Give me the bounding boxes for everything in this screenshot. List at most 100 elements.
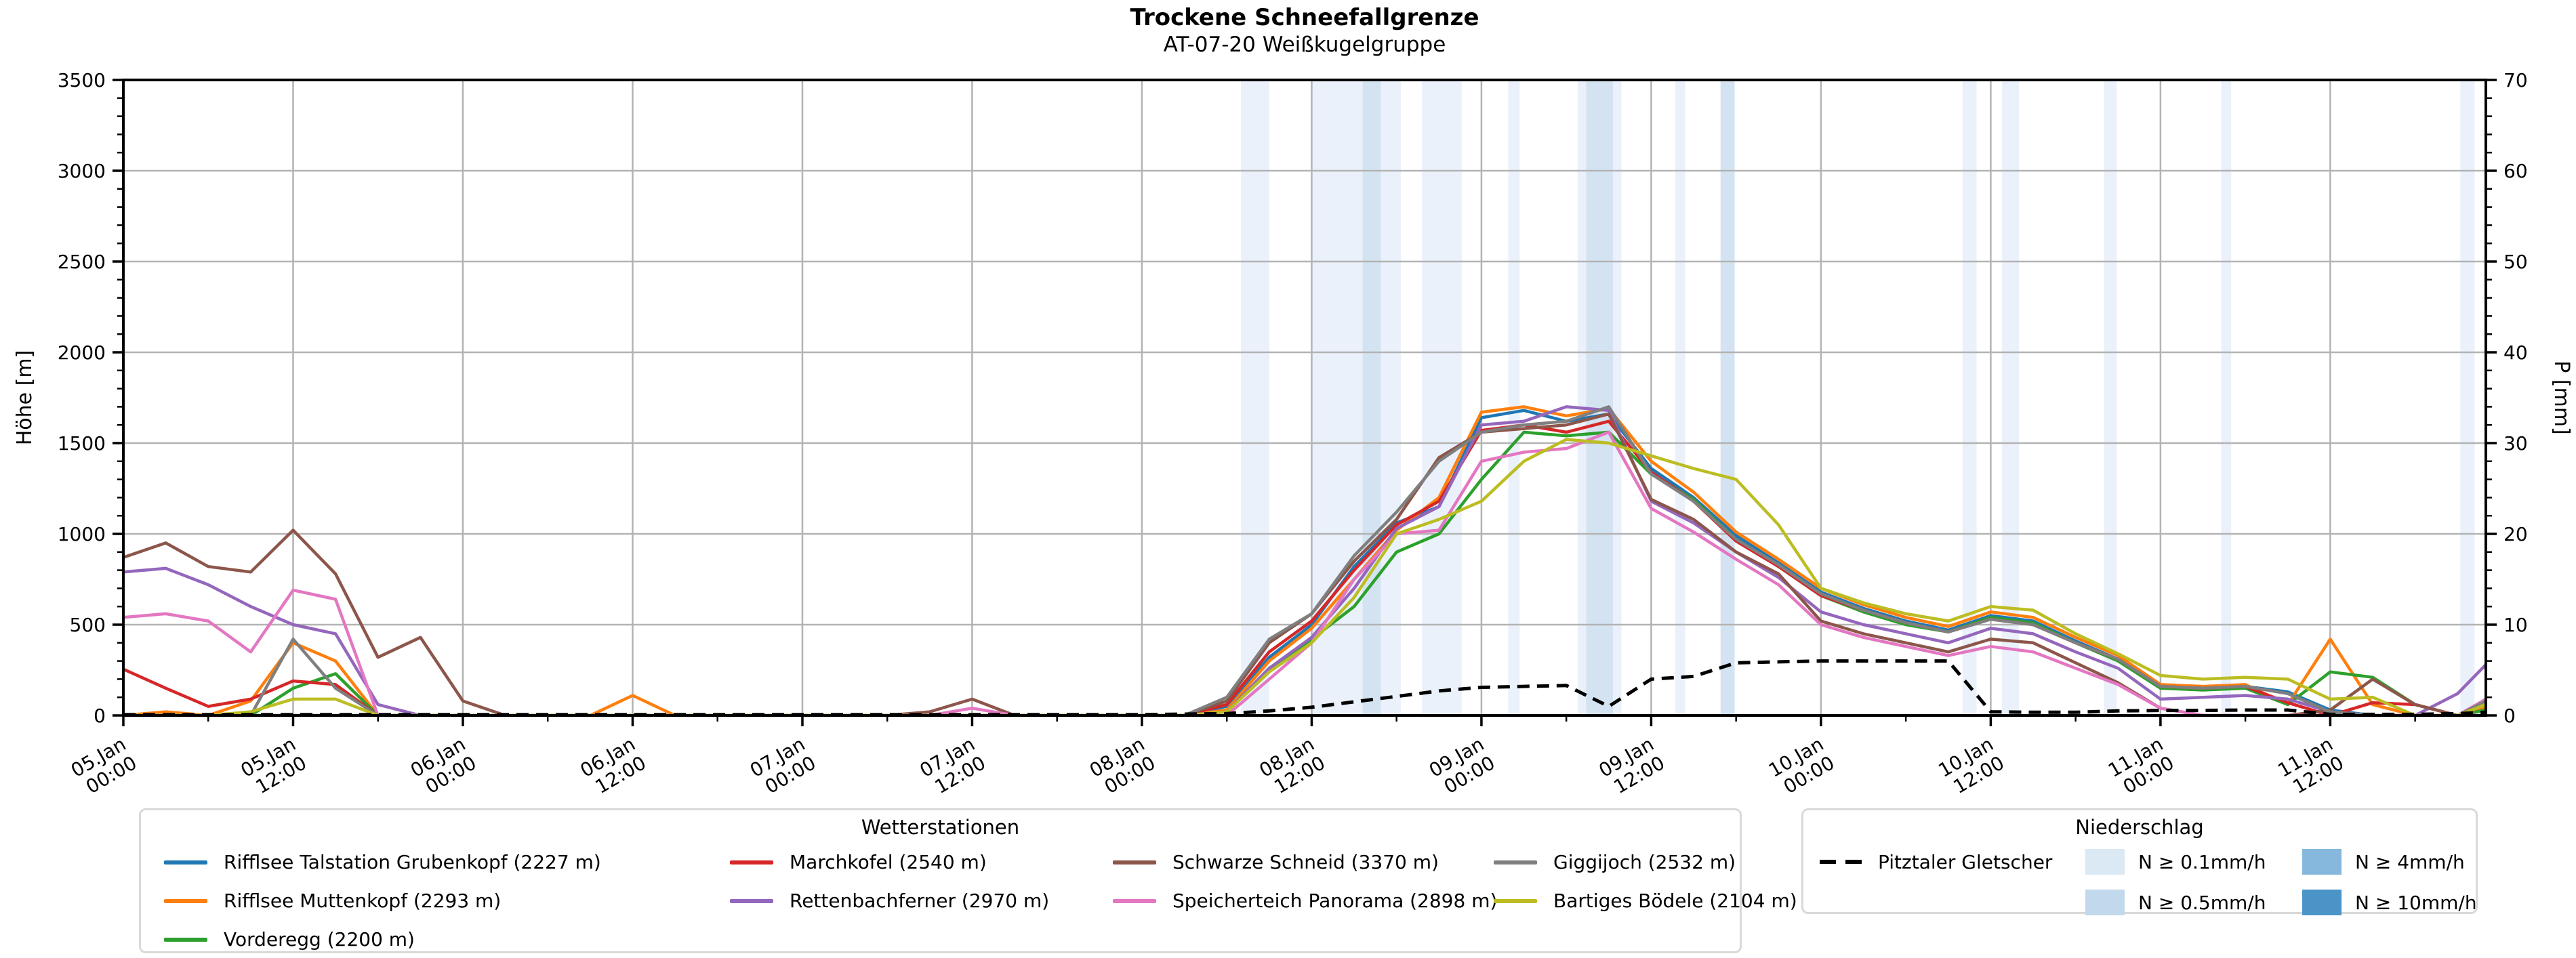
svg-text:1000: 1000 (58, 523, 106, 545)
precip-bands (1241, 80, 2475, 715)
line-swatch-icon (1113, 898, 1156, 903)
legend-column: Schwarze Schneid (3370 m) Speicherteich P… (1113, 843, 1498, 958)
legend-item-label: N ≥ 0.1mm/h (2138, 850, 2266, 873)
svg-text:09.Jan12:00: 09.Jan12:00 (1595, 732, 1668, 800)
y-left-tick-labels: 0 500 1000 1500 2000 2500 3000 3500 (58, 69, 106, 727)
svg-text:1500: 1500 (58, 432, 106, 455)
series-line (123, 405, 2486, 715)
legend-item-label: N ≥ 10mm/h (2355, 891, 2477, 914)
x-tick-labels: 05.Jan00:00 05.Jan12:00 06.Jan00:00 06.Jan1… (67, 732, 2348, 800)
chart-subtitle: AT-07-20 Weißkugelgruppe (1163, 33, 1446, 57)
legend-item: Schwarze Schneid (3370 m) (1113, 843, 1494, 881)
y-right-tick-labels: 0 10 20 30 40 50 60 70 (2503, 69, 2528, 727)
svg-text:20: 20 (2503, 523, 2528, 545)
svg-text:40: 40 (2503, 341, 2528, 364)
legend-item: N ≥ 4mm/h (2302, 841, 2478, 882)
svg-text:10.Jan00:00: 10.Jan00:00 (1765, 732, 1838, 800)
svg-text:50: 50 (2503, 251, 2528, 273)
svg-text:3500: 3500 (58, 69, 106, 91)
legend-item: Speicherteich Panorama (2898 m) (1113, 881, 1498, 920)
svg-text:2500: 2500 (58, 251, 106, 273)
legend-precip-title: Niederschlag (2075, 816, 2204, 839)
y-left-axis-label: Höhe [m] (13, 350, 37, 446)
legend-item-label: N ≥ 0.5mm/h (2138, 891, 2266, 914)
legend-item: Rifflsee Talstation Grubenkopf (2227 m) (164, 843, 730, 881)
svg-text:2000: 2000 (58, 341, 106, 364)
svg-text:07.Jan12:00: 07.Jan12:00 (916, 732, 989, 800)
line-swatch-icon (730, 860, 773, 865)
svg-text:07.Jan00:00: 07.Jan00:00 (746, 732, 819, 800)
svg-text:3000: 3000 (58, 160, 106, 182)
legend-item: Marchkofel (2540 m) (730, 843, 1113, 881)
legend-item-label: Bartiges Bödele (2104 m) (1553, 890, 1797, 912)
precip-patch-icon (2302, 890, 2342, 915)
svg-text:09.Jan00:00: 09.Jan00:00 (1425, 732, 1498, 800)
series-line (123, 430, 2486, 715)
svg-text:10: 10 (2503, 614, 2528, 636)
svg-text:0: 0 (94, 705, 106, 727)
line-swatch-icon (730, 898, 773, 903)
axis-ticks (113, 79, 2497, 726)
legend-precip-items: Pitztaler Gletscher N ≥ 0.1mm/h N ≥ 4mm/h N… (1803, 839, 2478, 923)
precip-patch-icon (2085, 849, 2125, 875)
legend-item: Pitztaler Gletscher (1820, 841, 2085, 882)
chart-title: Trockene Schneefallgrenze (1130, 4, 1479, 31)
line-swatch-icon (1494, 898, 1537, 903)
svg-text:30: 30 (2503, 432, 2528, 455)
legend-column: Rifflsee Talstation Grubenkopf (2227 m) R… (164, 843, 730, 958)
legend-item-label: Schwarze Schneid (3370 m) (1172, 851, 1439, 873)
legend-item: Rettenbachferner (2970 m) (730, 881, 1113, 920)
line-swatch-icon (164, 937, 207, 942)
legend-item: N ≥ 10mm/h (2302, 882, 2478, 923)
legend-item: Vorderegg (2200 m) (164, 920, 730, 958)
svg-text:10.Jan12:00: 10.Jan12:00 (1934, 732, 2007, 800)
precip-patch-icon (2085, 890, 2125, 915)
legend-item-label: Speicherteich Panorama (2898 m) (1172, 890, 1498, 912)
legend-item: Rifflsee Muttenkopf (2293 m) (164, 881, 730, 920)
legend-stations: Wetterstationen Rifflsee Talstation Grub… (139, 808, 1797, 953)
legend-item: N ≥ 0.1mm/h (2085, 841, 2302, 882)
legend-item-label: N ≥ 4mm/h (2355, 850, 2465, 873)
svg-text:05.Jan12:00: 05.Jan12:00 (237, 732, 310, 800)
series-line (123, 430, 2486, 715)
line-swatch-icon (1494, 860, 1537, 865)
legend-stations-items: Rifflsee Talstation Grubenkopf (2227 m) R… (141, 839, 1797, 958)
legend-item-label: Marchkofel (2540 m) (790, 851, 987, 873)
legend-item-label: Rettenbachferner (2970 m) (790, 890, 1050, 912)
legend-precip: Niederschlag Pitztaler Gletscher N ≥ 0.1m… (1801, 808, 2478, 915)
dashed-line-swatch-icon (1820, 860, 1864, 864)
series-line (123, 438, 2486, 715)
legend-item-label: Pitztaler Gletscher (1878, 850, 2053, 873)
line-swatch-icon (1113, 860, 1156, 865)
svg-text:06.Jan12:00: 06.Jan12:00 (577, 732, 650, 800)
legend-item: Giggijoch (2532 m) (1494, 843, 1738, 881)
y-right-axis-label: P [mm] (2550, 360, 2573, 434)
svg-text:500: 500 (70, 614, 106, 636)
svg-text:11.Jan00:00: 11.Jan00:00 (2104, 732, 2178, 800)
svg-text:70: 70 (2503, 69, 2528, 91)
svg-text:60: 60 (2503, 160, 2528, 182)
precip-patch-icon (2302, 849, 2342, 875)
legend-item-label: Rifflsee Talstation Grubenkopf (2227 m) (224, 851, 601, 873)
series-line (123, 405, 2486, 715)
svg-text:05.Jan00:00: 05.Jan00:00 (67, 732, 140, 800)
series-line (123, 405, 2486, 715)
line-swatch-icon (164, 898, 207, 903)
legend-item-label: Vorderegg (2200 m) (224, 928, 415, 951)
legend-column: Giggijoch (2532 m) Bartiges Bödele (2104 … (1494, 843, 1797, 958)
svg-text:0: 0 (2503, 705, 2516, 727)
legend-item-label: Giggijoch (2532 m) (1553, 851, 1736, 873)
legend-item (1820, 882, 2085, 923)
station-series (123, 405, 2486, 715)
legend-item: N ≥ 0.5mm/h (2085, 882, 2302, 923)
legend-item-label: Rifflsee Muttenkopf (2293 m) (224, 890, 502, 912)
line-swatch-icon (164, 860, 207, 865)
svg-text:06.Jan00:00: 06.Jan00:00 (407, 732, 480, 800)
svg-text:08.Jan12:00: 08.Jan12:00 (1255, 732, 1328, 800)
svg-text:08.Jan00:00: 08.Jan00:00 (1086, 732, 1159, 800)
legend-item: Bartiges Bödele (2104 m) (1494, 881, 1797, 920)
axes-spines (122, 79, 2487, 717)
legend-column: Marchkofel (2540 m) Rettenbachferner (297… (730, 843, 1113, 958)
